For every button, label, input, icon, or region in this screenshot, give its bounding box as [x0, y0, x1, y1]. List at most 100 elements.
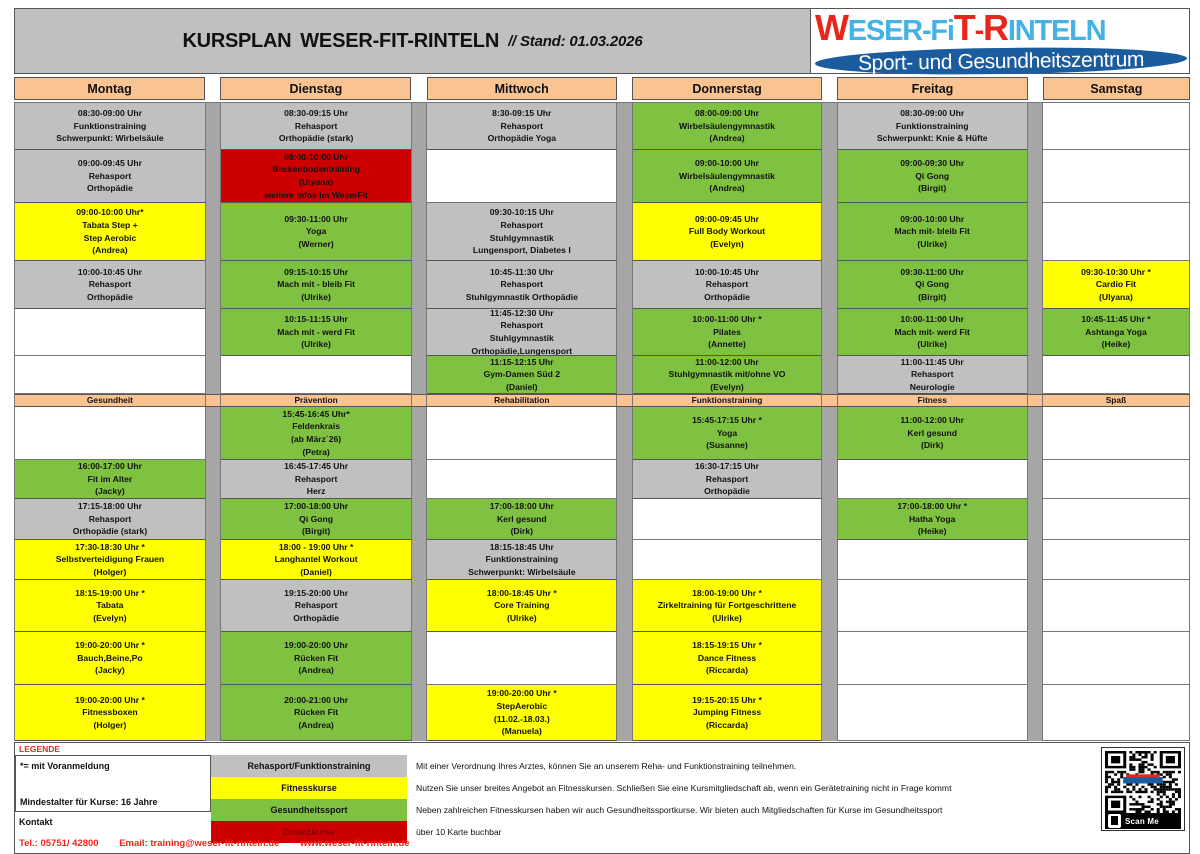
course-cell[interactable]: 09:00-10:00 Uhr Beckenbodentraining (Ulyan…: [221, 150, 413, 203]
course-cell[interactable]: 19:15-20:00 Uhr Rehasport Orthopädie: [221, 580, 413, 632]
course-detail: Stuhlgymnastik: [489, 232, 554, 243]
course-time: 16:30-17:15 Uhr: [694, 461, 759, 472]
empty-cell: [837, 685, 1028, 741]
column-spacer: [205, 407, 222, 460]
course-detail: (Andrea): [298, 719, 334, 730]
contact-email[interactable]: Email: training@weser-fit-rinteln.de: [119, 838, 280, 849]
category-label-rehabilitation: Rehabilitation: [427, 394, 618, 407]
course-cell[interactable]: 19:00-20:00 Uhr Rücken Fit (Andrea): [221, 632, 413, 685]
course-cell[interactable]: 18:15-19:00 Uhr * Tabata (Evelyn): [15, 580, 206, 632]
course-name: Rehasport: [294, 600, 338, 611]
course-cell[interactable]: 08:30-09:15 Uhr Rehasport Orthopädie (star…: [221, 103, 413, 150]
course-cell[interactable]: 18:00-19:00 Uhr * Zirkeltraining für Fort…: [632, 580, 823, 632]
course-time: 19:00-20:00 Uhr: [284, 640, 349, 651]
course-cell[interactable]: 10:45-11:30 Uhr Rehasport Stuhlgymnastik O…: [427, 261, 618, 309]
course-cell[interactable]: 8:30-09:15 Uhr Rehasport Orthopädie Yoga: [427, 103, 618, 150]
course-cell[interactable]: 09:30-10:30 Uhr * Cardio Fit (Ulyana): [1042, 261, 1190, 309]
schedule-row: 08:30-09:00 Uhr Funktionstraining Schwerpu…: [15, 103, 1190, 150]
column-spacer: [412, 309, 428, 356]
course-cell[interactable]: 10:00-11:00 Uhr Mach mit- werd Fit (Ulrike…: [837, 309, 1028, 356]
course-time: 17:00-18:00 Uhr *: [897, 501, 968, 512]
logo-subtitle-band: Sport- und Gesundheitszentrum: [814, 45, 1188, 77]
course-name: Kerl gesund: [496, 513, 547, 524]
course-time: 09:00-10:00 Uhr: [900, 213, 965, 224]
course-name: Rehasport: [910, 369, 954, 380]
course-cell[interactable]: 11:00-11:45 Uhr Rehasport Neurologie: [837, 356, 1028, 394]
course-cell[interactable]: 09:30-11:00 Uhr Yoga (Werner): [221, 203, 413, 261]
course-cell[interactable]: 15:45-17:15 Uhr * Yoga (Susanne): [632, 407, 823, 460]
course-cell[interactable]: 18:15-18:45 Uhr Funktionstraining Schwerpu…: [427, 540, 618, 580]
course-detail: (Ulrike): [917, 238, 947, 249]
course-name: Yoga: [305, 226, 327, 237]
qr-scan-bar: Scan Me: [1105, 813, 1181, 829]
empty-cell: [15, 309, 206, 356]
course-cell[interactable]: 16:45-17:45 Uhr Rehasport Herz: [221, 460, 413, 499]
column-spacer: [412, 407, 428, 460]
schedule-row: 17:30-18:30 Uhr * Selbstverteidigung Frau…: [15, 540, 1190, 580]
course-time: 08:30-09:00 Uhr: [900, 108, 965, 119]
course-cell[interactable]: 09:00-10:00 Uhr Mach mit- bleib Fit (Ulrik…: [837, 203, 1028, 261]
course-time: 10:15-11:15 Uhr: [284, 314, 348, 325]
course-detail: (Andrea): [298, 665, 334, 676]
course-cell[interactable]: 17:15-18:00 Uhr Rehasport Orthopädie (star…: [15, 499, 206, 540]
contact-website[interactable]: www.weser-fit-rinteln.de: [300, 838, 410, 849]
column-spacer: [617, 203, 633, 261]
course-cell[interactable]: 11:15-12:15 Uhr Gym-Damen Süd 2 (Daniel): [427, 356, 618, 394]
column-spacer: [822, 540, 838, 580]
course-cell[interactable]: 08:30-09:00 Uhr Funktionstraining Schwerpu…: [15, 103, 206, 150]
course-cell[interactable]: 09:00-09:45 Uhr Full Body Workout (Evelyn): [632, 203, 823, 261]
course-cell[interactable]: 15:45-16:45 Uhr* Feldenkrais (ab März´26) (…: [221, 407, 413, 460]
column-spacer: [822, 632, 838, 685]
course-cell[interactable]: 08:00-09:00 Uhr Wirbelsäulengymnastik (And…: [632, 103, 823, 150]
course-cell[interactable]: 09:30-10:15 Uhr Rehasport Stuhlgymnastik Lu…: [427, 203, 618, 261]
course-cell[interactable]: 18:15-19:15 Uhr * Dance Fitness (Riccarda): [632, 632, 823, 685]
course-detail: (Evelyn): [93, 612, 127, 623]
course-cell[interactable]: 17:00-18:00 Uhr * Hatha Yoga (Heike): [837, 499, 1028, 540]
course-cell[interactable]: 11:45-12:30 Uhr Rehasport Stuhlgymnastik Or…: [427, 309, 618, 356]
course-cell[interactable]: 09:00-09:30 Uhr Qi Gong (Birgit): [837, 150, 1028, 203]
course-cell[interactable]: 11:00-12:00 Uhr Kerl gesund (Dirk): [837, 407, 1028, 460]
course-cell[interactable]: 10:15-11:15 Uhr Mach mit - werd Fit (Ulrik…: [221, 309, 413, 356]
legend-body: *= mit Voranmeldung Mindestalter für Kur…: [15, 755, 1189, 843]
course-cell[interactable]: 20:00-21:00 Uhr Rücken Fit (Andrea): [221, 685, 413, 741]
course-detail: (Riccarda): [705, 665, 749, 676]
course-cell[interactable]: 18:00-18:45 Uhr * Core Training (Ulrike): [427, 580, 618, 632]
column-spacer: [412, 203, 428, 261]
course-cell[interactable]: 10:45-11:45 Uhr * Ashtanga Yoga (Heike): [1042, 309, 1190, 356]
qr-code[interactable]: Scan Me: [1101, 747, 1185, 831]
course-cell[interactable]: 09:30-11:00 Uhr Qi Gong (Birgit): [837, 261, 1028, 309]
course-cell[interactable]: 19:00-20:00 Uhr * Bauch,Beine,Po (Jacky): [15, 632, 206, 685]
course-cell[interactable]: 10:00-10:45 Uhr Rehasport Orthopädie: [15, 261, 206, 309]
course-cell[interactable]: 16:30-17:15 Uhr Rehasport Orthopädie: [632, 460, 823, 499]
course-cell[interactable]: 09:00-10:00 Uhr Wirbelsäulengymnastik (And…: [632, 150, 823, 203]
course-detail: Orthopädie: [704, 291, 750, 302]
course-cell[interactable]: 19:00-20:00 Uhr * Fitnessboxen (Holger): [15, 685, 206, 741]
course-cell[interactable]: 09:00-10:00 Uhr* Tabata Step + Step Aerobi…: [15, 203, 206, 261]
course-cell[interactable]: 17:00-18:00 Uhr Kerl gesund (Dirk): [427, 499, 618, 540]
course-name: Cardio Fit: [1095, 279, 1136, 290]
course-cell[interactable]: 17:00-18:00 Uhr Qi Gong (Birgit): [221, 499, 413, 540]
course-name: Funktionstraining: [895, 120, 969, 131]
course-cell[interactable]: 10:00-10:45 Uhr Rehasport Orthopädie: [632, 261, 823, 309]
course-cell[interactable]: 11:00-12:00 Uhr Stuhlgymnastik mit/ohne V…: [632, 356, 823, 394]
course-cell[interactable]: 18:00 - 19:00 Uhr * Langhantel Workout (Da…: [221, 540, 413, 580]
course-cell[interactable]: 10:00-11:00 Uhr * Pilates (Annette): [632, 309, 823, 356]
course-detail: Orthopädie: [87, 291, 133, 302]
course-detail: (Ulrike): [506, 612, 537, 623]
course-cell[interactable]: 09:15-10:15 Uhr Mach mit - bleib Fit (Ulri…: [221, 261, 413, 309]
course-time: 11:00-12:00 Uhr: [695, 356, 759, 367]
course-cell[interactable]: 16:00-17:00 Uhr Fit im Alter (Jacky): [15, 460, 206, 499]
page-title-bold: KURSPLAN: [182, 29, 292, 52]
empty-cell: [15, 356, 206, 394]
course-cell[interactable]: 08:30-09:00 Uhr Funktionstraining Schwerpu…: [837, 103, 1028, 150]
course-cell[interactable]: 17:30-18:30 Uhr * Selbstverteidigung Frau…: [15, 540, 206, 580]
legend-description: Neben zahlreichen Fitnesskursen haben wi…: [416, 805, 943, 815]
course-time: 15:45-17:15 Uhr *: [692, 415, 762, 426]
course-cell[interactable]: 19:15-20:15 Uhr * Jumping Fitness (Riccard…: [632, 685, 823, 741]
empty-cell: [427, 632, 618, 685]
contact-phone[interactable]: Tel.: 05751/ 42800: [19, 838, 99, 849]
course-name: Fitnessboxen: [82, 707, 138, 718]
course-cell[interactable]: 09:00-09:45 Uhr Rehasport Orthopädie: [15, 150, 206, 203]
course-cell[interactable]: 19:00-20:00 Uhr * StepAerobic (11.02.-18.0…: [427, 685, 618, 741]
weekday-header-dienstag: Dienstag: [220, 77, 412, 100]
